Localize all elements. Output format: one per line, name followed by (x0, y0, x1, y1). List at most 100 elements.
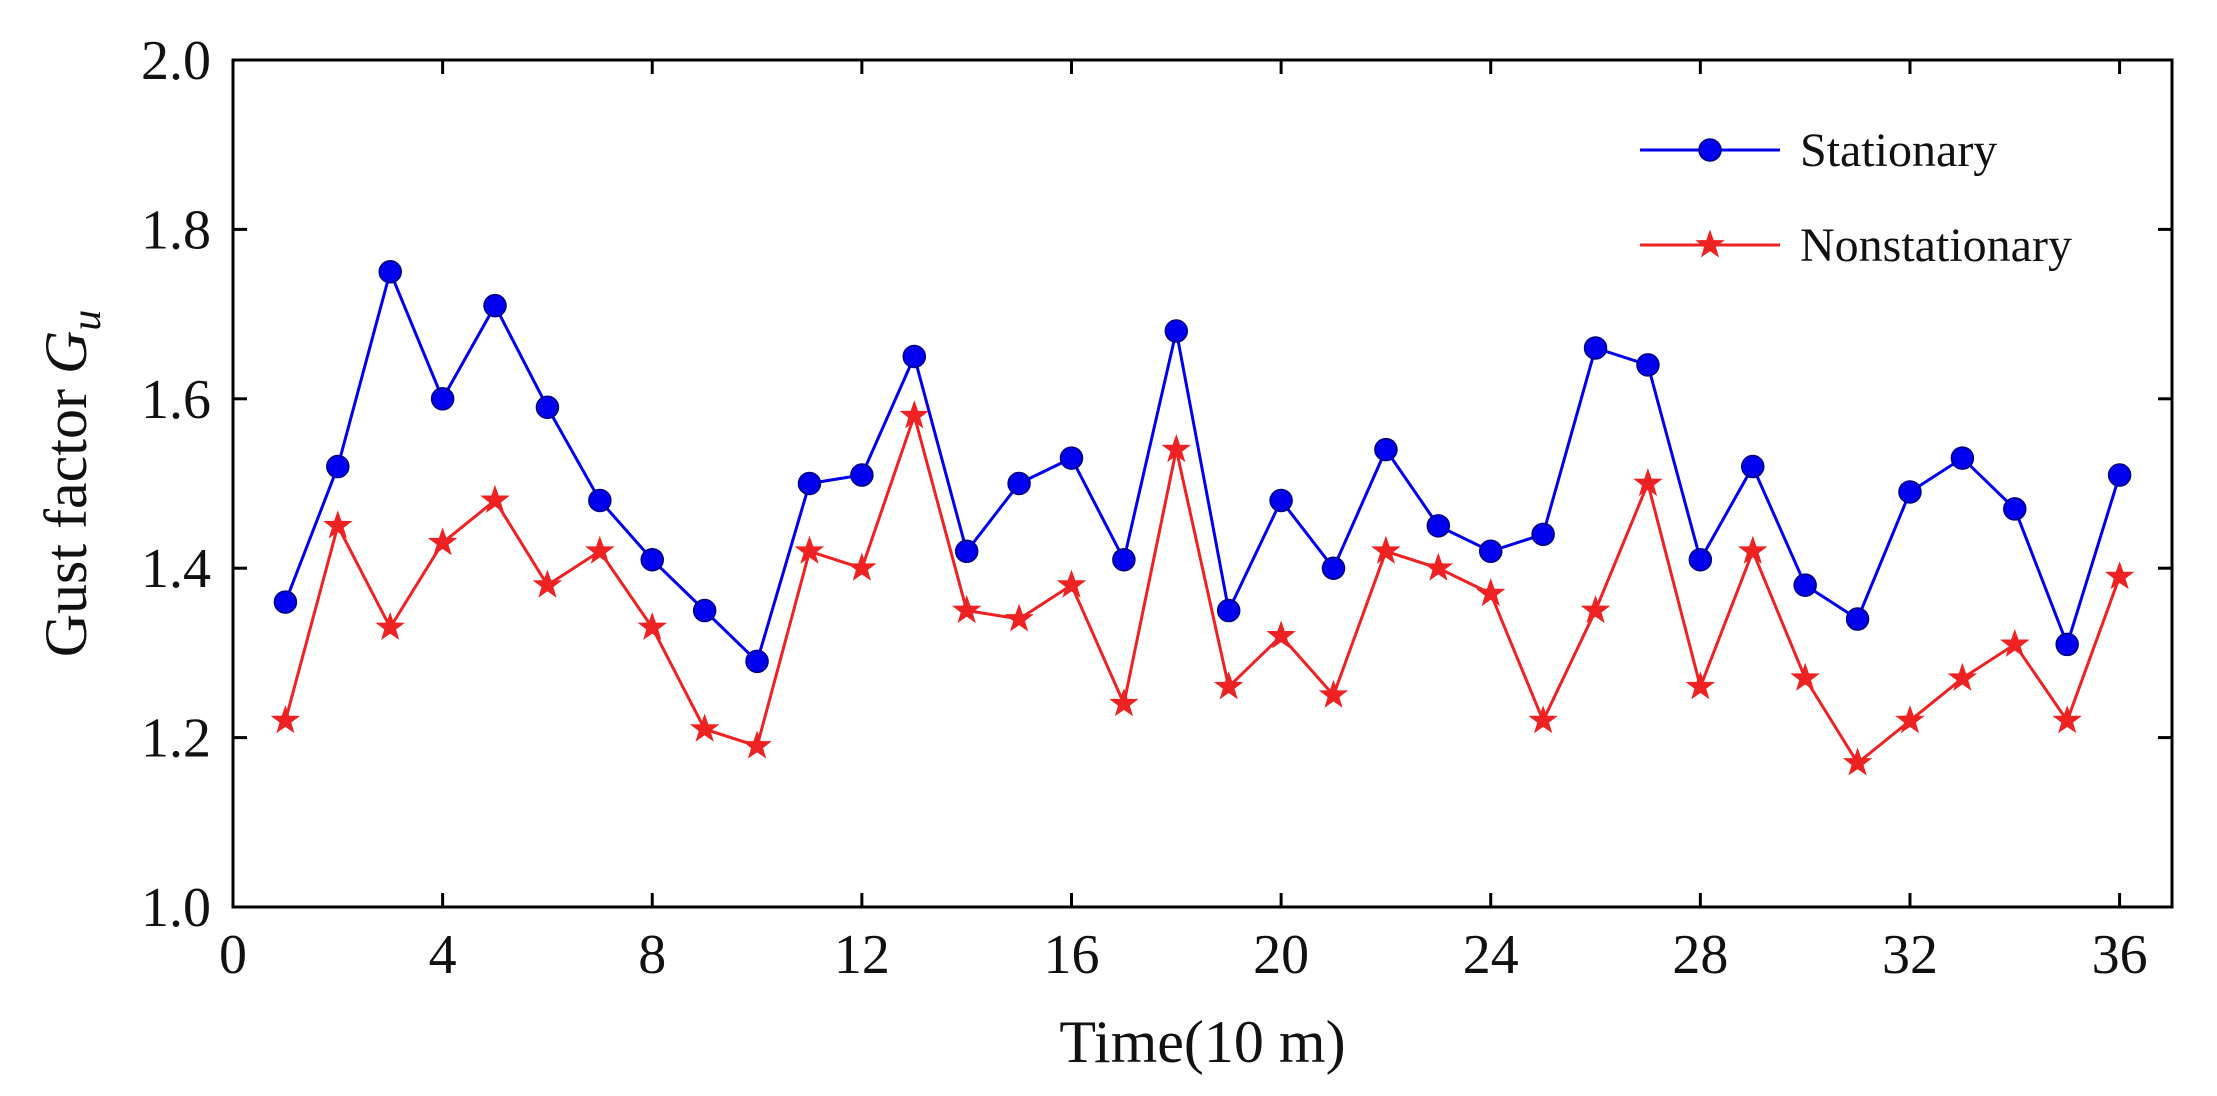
series-layer (270, 260, 2135, 776)
stationary-point (1845, 607, 1870, 631)
nonstationary-line (283, 410, 2122, 766)
nonstationary-point (1528, 705, 1558, 734)
y-axis-label-symbol: G (33, 331, 99, 374)
stationary-point (902, 344, 927, 369)
nonstationary-point (1633, 467, 1663, 497)
legend-marker-star (1695, 229, 1725, 258)
stationary-point (326, 454, 350, 479)
y-axis-label-subscript: u (64, 310, 110, 331)
x-tick-label: 16 (1043, 924, 1099, 986)
nonstationary-point (2052, 705, 2082, 734)
stationary-point (1059, 446, 1084, 470)
stationary-point (1007, 471, 1031, 496)
legend: Stationary Nonstationary (1640, 124, 2072, 272)
plot-area-border (231, 58, 2174, 909)
stationary-point (1164, 319, 1189, 343)
nonstationary-point (794, 535, 825, 564)
nonstationary-point (1318, 679, 1349, 708)
stationary-point (850, 463, 874, 487)
stationary-point (1321, 556, 1346, 580)
nonstationary-point (532, 569, 563, 598)
axis-ticks: 0 4 8 12 16 20 24 28 32 36 1.0 1.2 1.4 1.6 1.8 2.0 (141, 30, 2172, 986)
y-tick-label: 1.2 (141, 708, 211, 770)
stationary-point (1636, 353, 1660, 377)
legend-label: Nonstationary (1800, 219, 2072, 272)
stationary-point (692, 598, 717, 623)
stationary-point (1216, 598, 1241, 623)
y-tick-label: 1.4 (141, 538, 211, 600)
legend-label: Stationary (1800, 124, 1997, 177)
stationary-point (1269, 488, 1293, 513)
nonstationary-point (1580, 594, 1611, 624)
nonstationary-point (1475, 578, 1506, 607)
legend-item-nonstationary: Nonstationary (1640, 219, 2072, 272)
legend-item-stationary: Stationary (1640, 124, 1997, 177)
stationary-point (745, 649, 769, 674)
nonstationary-point (375, 611, 405, 641)
y-tick-label: 1.6 (141, 369, 211, 431)
x-tick-label: 4 (429, 924, 457, 986)
stationary-point (1950, 446, 1975, 470)
stationary-point (1583, 336, 1608, 360)
nonstationary-point (1737, 535, 1768, 564)
stationary-point (1741, 454, 1765, 479)
nonstationary-point (1842, 747, 1873, 776)
x-tick-label: 0 (219, 924, 247, 986)
nonstationary-point (899, 400, 930, 429)
nonstationary-point (1109, 688, 1139, 717)
stationary-point (588, 488, 612, 513)
nonstationary-point (1895, 705, 1925, 734)
y-tick-label: 1.8 (141, 199, 211, 261)
stationary-line (284, 267, 2122, 665)
stationary-point (640, 547, 664, 572)
nonstationary-point (637, 611, 668, 641)
nonstationary-point (1266, 620, 1296, 649)
nonstationary-point (2000, 628, 2030, 658)
x-tick-label: 28 (1672, 924, 1728, 986)
nonstationary-point (1161, 434, 1192, 463)
nonstationary-point (270, 705, 301, 734)
nonstationary-point (1947, 662, 1978, 691)
x-tick-label: 36 (2092, 924, 2148, 986)
nonstationary-point (1213, 671, 1244, 700)
stationary-point (1374, 437, 1398, 462)
plot-frame (231, 58, 2174, 909)
nonstationary-point (689, 713, 720, 742)
nonstationary-point (1790, 662, 1820, 691)
stationary-point (2055, 632, 2079, 657)
nonstationary-point (847, 552, 877, 581)
stationary-point (2107, 463, 2132, 487)
nonstationary-point (1685, 671, 1716, 700)
legend-marker-circle (1698, 138, 1722, 162)
nonstationary-point (480, 484, 510, 514)
y-tick-label: 2.0 (141, 30, 211, 92)
y-tick-label: 1.0 (141, 877, 211, 939)
y-axis-label: Gust factor Gu (33, 310, 110, 658)
nonstationary-point (1056, 569, 1087, 598)
nonstationary-point (1423, 552, 1454, 581)
stationary-point (1426, 514, 1451, 538)
stationary-point (954, 539, 979, 564)
x-tick-label: 8 (638, 924, 666, 986)
x-tick-label: 20 (1253, 924, 1309, 986)
nonstationary-point (2104, 561, 2135, 590)
stationary-point (1478, 539, 1503, 564)
stationary-point (483, 293, 507, 318)
x-axis-label: Time(10 m) (1059, 1009, 1345, 1075)
stationary-point (1688, 547, 1713, 572)
nonstationary-point (1371, 535, 1401, 564)
nonstationary-point (323, 510, 353, 539)
stationary-point (797, 471, 822, 496)
stationary-point (430, 387, 455, 411)
series-stationary (273, 260, 2132, 674)
stationary-point (1898, 480, 1922, 504)
stationary-point (535, 395, 560, 420)
stationary-point (1112, 547, 1136, 572)
nonstationary-point (951, 594, 982, 624)
stationary-point (2003, 497, 2027, 521)
stationary-point (1531, 522, 1555, 547)
y-axis-label-text: Gust factor (33, 374, 99, 657)
stationary-point (378, 260, 402, 284)
